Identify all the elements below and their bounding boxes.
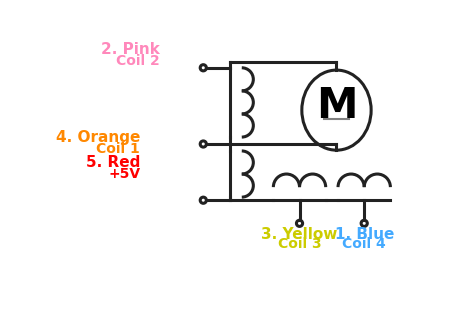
Text: 4. Orange: 4. Orange bbox=[56, 130, 140, 144]
Text: 5. Red: 5. Red bbox=[86, 155, 140, 170]
Text: Coil 4: Coil 4 bbox=[342, 237, 386, 251]
Text: 2. Pink: 2. Pink bbox=[100, 42, 159, 57]
Text: Coil 1: Coil 1 bbox=[96, 142, 140, 156]
Text: Coil 3: Coil 3 bbox=[278, 237, 321, 251]
Text: +5V: +5V bbox=[108, 167, 140, 181]
Text: 3. Yellow: 3. Yellow bbox=[261, 227, 338, 242]
Text: M: M bbox=[316, 85, 357, 127]
Text: Coil 2: Coil 2 bbox=[116, 54, 159, 68]
Text: 1. Blue: 1. Blue bbox=[334, 227, 394, 242]
